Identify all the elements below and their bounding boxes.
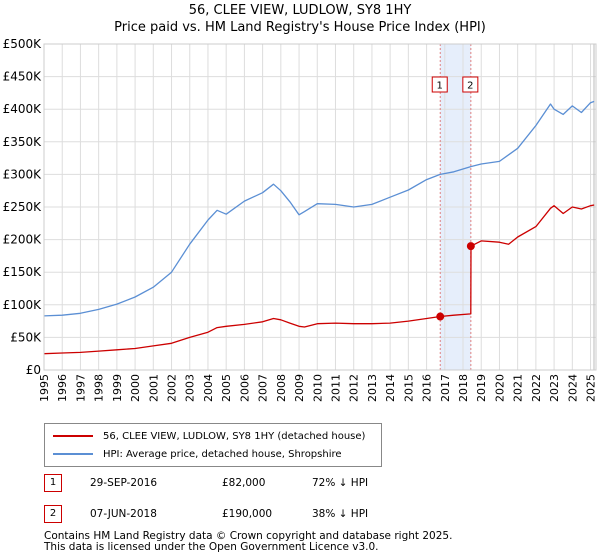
x-tick-label: 2018 [457,374,470,402]
x-tick-label: 2008 [275,374,288,402]
x-tick-label: 2021 [512,374,525,402]
transaction-row: 1 29-SEP-2016 £82,000 72% ↓ HPI [44,474,544,494]
transaction-point [436,312,445,321]
transaction-price: £82,000 [222,477,266,489]
transaction-chart-badge [462,76,479,93]
footer-copyright: Contains HM Land Registry data © Crown c… [44,530,453,542]
y-tick-label: £350K [3,135,43,149]
x-tick-label: 2025 [585,374,598,402]
transaction-point [466,242,475,251]
x-tick-label: 1996 [56,374,69,402]
transaction-hpi-diff: 38% ↓ HPI [312,508,369,520]
transaction-date: 07-JUN-2018 [90,508,157,520]
x-tick-label: 2004 [202,374,215,402]
x-tick-label: 2009 [293,374,306,402]
x-tick-label: 2011 [329,374,342,402]
y-tick-label: £200K [3,233,43,247]
legend-label-hpi: HPI: Average price, detached house, Shro… [103,448,342,460]
y-tick-label: £450K [3,70,43,84]
x-tick-label: 2012 [348,374,361,402]
transaction-hpi-diff: 72% ↓ HPI [312,477,369,489]
chart-subtitle: Price paid vs. HM Land Registry's House … [114,20,486,35]
x-tick-label: 2013 [366,374,379,402]
legend-item-property: 56, CLEE VIEW, LUDLOW, SY8 1HY (detached… [53,429,365,443]
x-tick-label: 2017 [439,374,452,402]
transaction-badge: 2 [44,505,62,523]
x-tick-label: 1999 [111,374,124,402]
footer-license: This data is licensed under the Open Gov… [44,541,379,553]
transaction-date: 29-SEP-2016 [90,477,158,489]
transaction-price: £190,000 [222,508,273,520]
x-tick-label: 2014 [384,374,397,402]
price-chart: £0 £50K £100K £150K £200K £250K £300K £350K £400… [3,37,598,402]
x-tick-label: 2020 [493,374,506,402]
transaction-chart-badge [431,76,448,93]
x-tick-label: 2010 [311,374,324,402]
legend: 56, CLEE VIEW, LUDLOW, SY8 1HY (detached… [44,423,382,467]
x-tick-label: 2003 [184,374,197,402]
x-tick-label: 1998 [93,374,106,402]
chart-title: 56, CLEE VIEW, LUDLOW, SY8 1HY [188,3,412,18]
transaction-row: 2 07-JUN-2018 £190,000 38% ↓ HPI [44,505,544,525]
plot-frame [43,43,597,371]
y-tick-label: £300K [3,167,43,181]
transaction-badge: 1 [44,474,62,492]
transaction-chart-badge-label: 2 [467,81,473,92]
x-tick-label: 2016 [421,374,434,402]
x-tick-label: 2019 [475,374,488,402]
series-line-property [43,204,595,355]
y-tick-label: £150K [3,265,43,279]
x-tick-label: 2024 [566,374,579,402]
x-tick-label: 2006 [238,374,251,402]
x-tick-label: 2023 [548,374,561,402]
y-tick-label: £400K [3,102,43,116]
legend-swatch-property [53,435,93,437]
y-tick-label: £500K [3,37,43,51]
transaction-chart-badge-label: 1 [437,81,443,92]
x-tick-label: 2001 [147,374,160,402]
y-tick-label: £250K [3,200,43,214]
x-tick-label: 2015 [402,374,415,402]
y-tick-label: £100K [3,298,43,312]
x-tick-label: 2002 [166,374,179,402]
x-tick-label: 1997 [74,374,87,402]
x-tick-label: 2022 [530,374,543,402]
footer: Contains HM Land Registry data © Crown c… [44,531,452,553]
legend-swatch-hpi [53,453,93,455]
x-tick-label: 2007 [257,374,270,402]
series-line-hpi [43,100,595,317]
legend-label-property: 56, CLEE VIEW, LUDLOW, SY8 1HY (detached… [103,430,366,442]
legend-item-hpi: HPI: Average price, detached house, Shro… [53,447,342,461]
x-tick-label: 2005 [220,374,233,402]
y-tick-label: £0 [26,363,41,377]
x-tick-label: 1995 [38,374,51,402]
x-tick-label: 2000 [129,374,142,402]
y-tick-label: £50K [10,330,42,344]
